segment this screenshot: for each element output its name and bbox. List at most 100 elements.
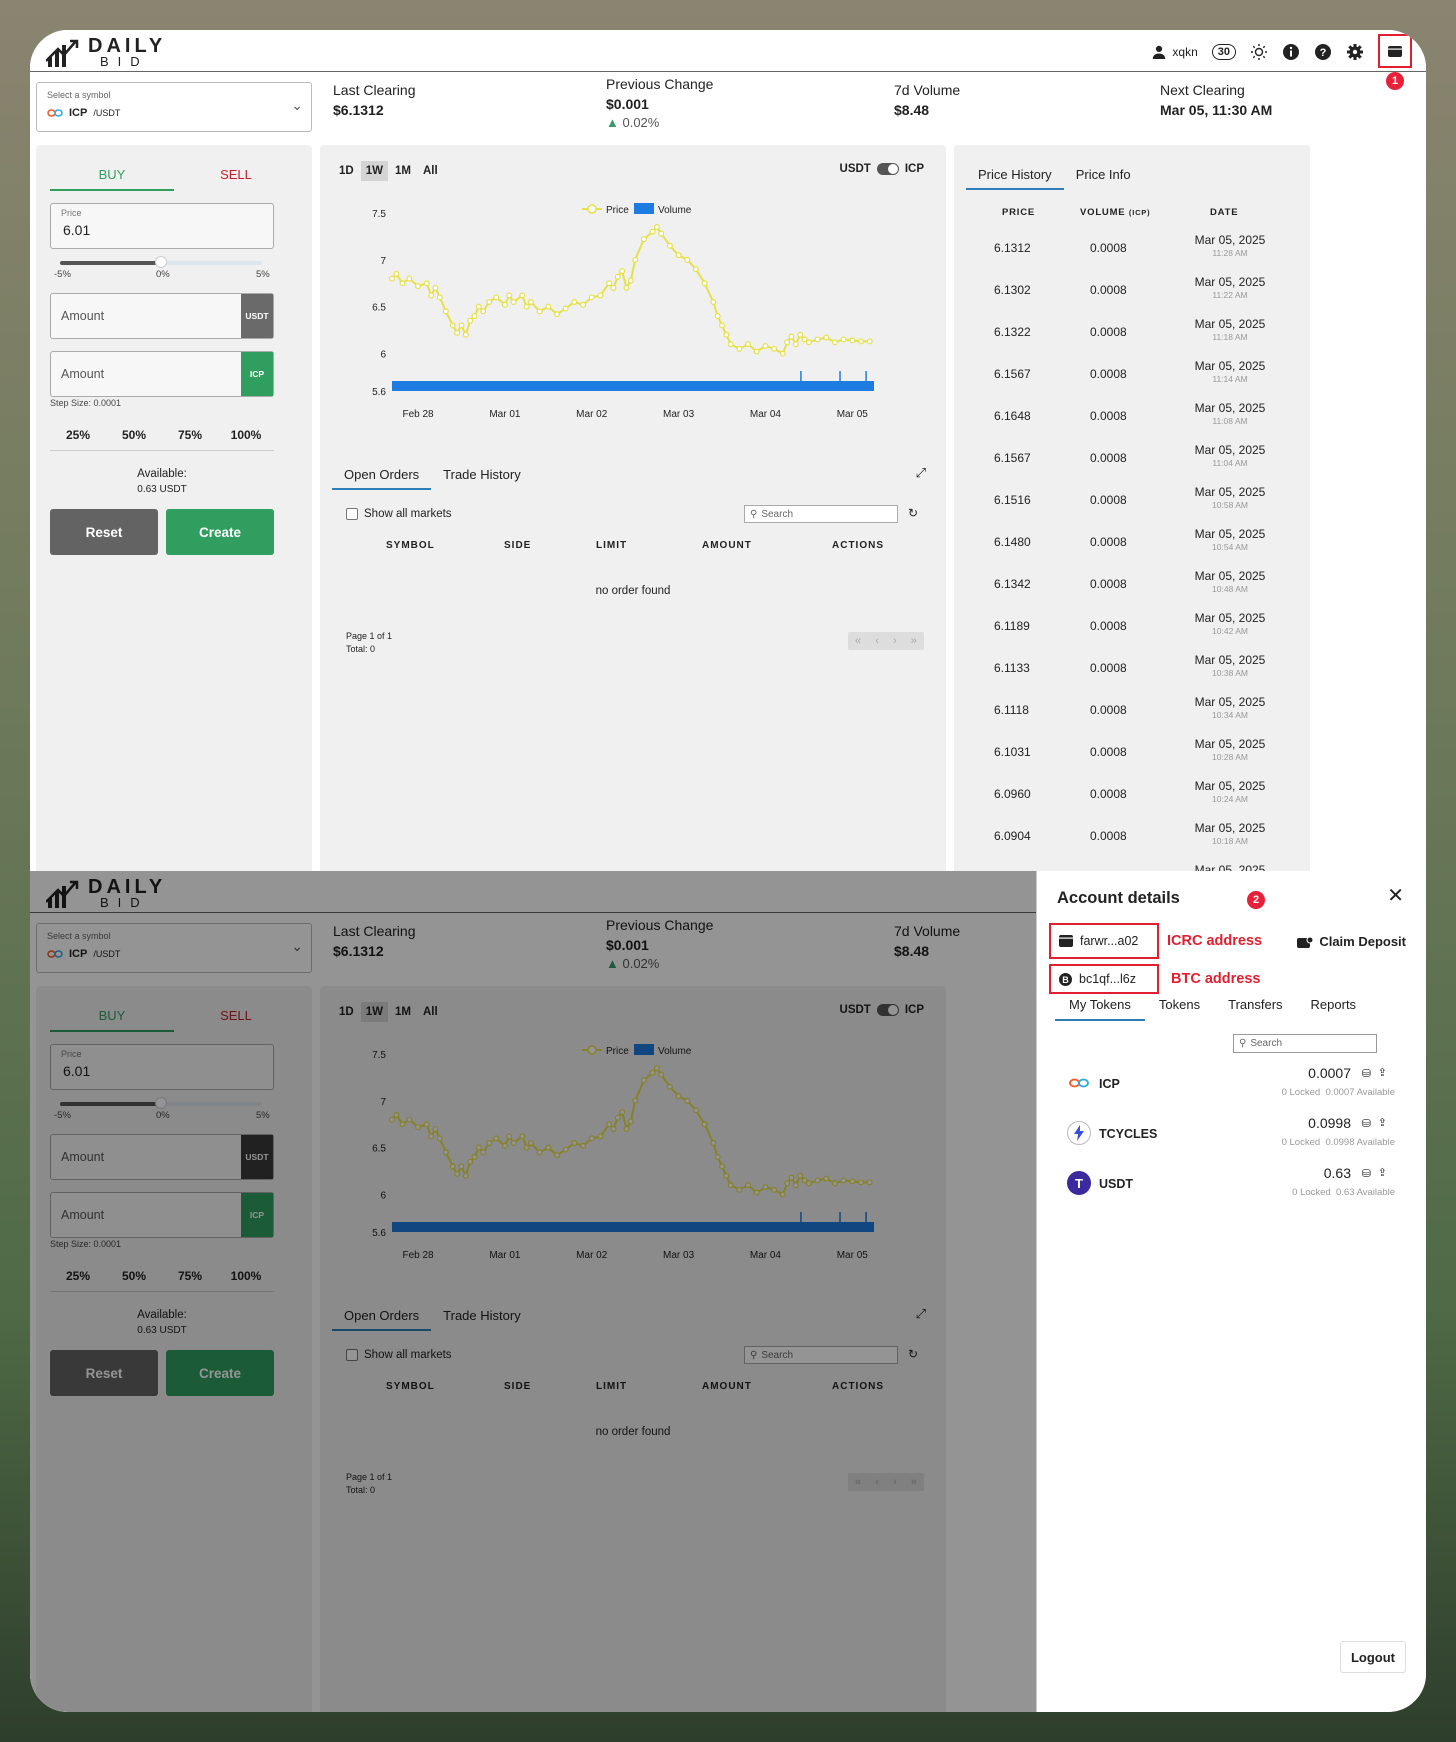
last-page-button[interactable]: » [910, 635, 917, 647]
upload-icon[interactable]: ⇪ [1377, 1117, 1387, 1129]
tab-open-orders[interactable]: Open Orders [332, 1302, 432, 1331]
pct-75-button[interactable]: 75% [177, 1269, 203, 1283]
create-button[interactable]: Create [166, 509, 274, 555]
tab-buy[interactable]: BUY [50, 1002, 174, 1032]
tab-reports[interactable]: Reports [1310, 997, 1357, 1012]
symbol-select[interactable]: Select a symbol ICP/USDT ⌄ [36, 82, 312, 132]
withdraw-icon[interactable]: ⛁ [1361, 1168, 1371, 1180]
show-all-checkbox[interactable] [346, 1349, 358, 1361]
price-slider[interactable] [60, 256, 262, 268]
show-all-markets[interactable]: Show all markets [346, 1349, 452, 1361]
tab-price-info[interactable]: Price Info [1075, 167, 1131, 182]
tab-sell[interactable]: SELL [220, 1008, 252, 1023]
reset-button[interactable]: Reset [50, 509, 158, 555]
first-page-button[interactable]: « [855, 1476, 862, 1488]
price-field[interactable]: Price 6.01 [50, 1044, 274, 1090]
withdraw-icon[interactable]: ⛁ [1361, 1118, 1371, 1130]
pct-100-button[interactable]: 100% [230, 428, 262, 442]
amount-icp-field[interactable]: Amount ICP [50, 1192, 274, 1238]
expand-icon[interactable]: ⤢ [915, 1306, 926, 1321]
sun-icon[interactable] [1250, 43, 1268, 61]
unit-icp: ICP [241, 352, 273, 396]
show-all-checkbox[interactable] [346, 508, 358, 520]
pct-50-button[interactable]: 50% [121, 1269, 147, 1283]
upload-icon[interactable]: ⇪ [1377, 1167, 1387, 1179]
range-1w[interactable]: 1W [360, 161, 388, 181]
pct-25-button[interactable]: 25% [65, 1269, 91, 1283]
show-all-markets[interactable]: Show all markets [346, 508, 452, 520]
icrc-address[interactable]: farwr...a02 [1049, 923, 1159, 959]
range-all[interactable]: All [422, 165, 438, 177]
range-1m[interactable]: 1M [394, 1006, 411, 1018]
range-1m[interactable]: 1M [394, 165, 411, 177]
token-row-usdt[interactable]: T USDT 0.63 ⛁ ⇪ 0 Locked 0.63 Available [1037, 1161, 1426, 1207]
slider-handle[interactable] [155, 1097, 167, 1109]
price-field[interactable]: Price 6.01 [50, 203, 274, 249]
tab-sell[interactable]: SELL [220, 167, 252, 182]
pct-75-button[interactable]: 75% [177, 428, 203, 442]
wallet-button[interactable] [1378, 34, 1412, 68]
price-slider[interactable] [60, 1097, 262, 1109]
legend-price-marker [587, 204, 597, 214]
last-page-button[interactable]: » [910, 1476, 917, 1488]
amount-icp-field[interactable]: Amount ICP [50, 351, 274, 397]
amount-usdt-field[interactable]: Amount USDT [50, 1134, 274, 1180]
close-icon[interactable]: ✕ [1387, 885, 1404, 907]
create-button[interactable]: Create [166, 1350, 274, 1396]
user-menu[interactable]: xqkn [1152, 45, 1198, 59]
currency-toggle[interactable]: USDT ICP [840, 1004, 924, 1016]
cycle-badge[interactable]: 30 [1211, 44, 1236, 60]
daily-bid-logo[interactable]: DAILY BID [46, 35, 176, 69]
toggle-switch[interactable] [876, 1004, 899, 1016]
tab-open-orders[interactable]: Open Orders [332, 461, 432, 490]
next-page-button[interactable]: › [893, 635, 897, 647]
orders-search-input[interactable]: ⚲ Search [744, 505, 898, 523]
prev-page-button[interactable]: ‹ [875, 635, 879, 647]
reset-button[interactable]: Reset [50, 1350, 158, 1396]
refresh-icon[interactable]: ↻ [908, 506, 919, 520]
withdraw-icon[interactable]: ⛁ [1361, 1068, 1371, 1080]
tab-trade-history[interactable]: Trade History [443, 1308, 521, 1323]
daily-bid-logo[interactable]: DAILY BID [46, 876, 176, 910]
tab-buy[interactable]: BUY [50, 161, 174, 191]
pct-100-button[interactable]: 100% [230, 1269, 262, 1283]
info-icon[interactable] [1282, 43, 1300, 61]
orders-search-input[interactable]: ⚲ Search [744, 1346, 898, 1364]
token-row-tcycles[interactable]: TCYCLES 0.0998 ⛁ ⇪ 0 Locked 0.0998 Avail… [1037, 1111, 1426, 1157]
first-page-button[interactable]: « [855, 635, 862, 647]
toggle-switch[interactable] [876, 163, 899, 175]
tab-price-history[interactable]: Price History [966, 161, 1064, 190]
claim-deposit-button[interactable]: Claim Deposit [1297, 934, 1406, 949]
upload-icon[interactable]: ⇪ [1377, 1067, 1387, 1079]
refresh-icon[interactable]: ↻ [908, 1347, 919, 1361]
help-icon[interactable]: ? [1314, 43, 1332, 61]
price-point [406, 275, 413, 282]
tab-transfers[interactable]: Transfers [1228, 997, 1283, 1012]
prev-page-button[interactable]: ‹ [875, 1476, 879, 1488]
btc-address[interactable]: B bc1qf...l6z [1049, 964, 1159, 994]
amount-usdt-field[interactable]: Amount USDT [50, 293, 274, 339]
range-1d[interactable]: 1D [339, 1006, 354, 1018]
pct-25-button[interactable]: 25% [65, 428, 91, 442]
symbol-select[interactable]: Select a symbol ICP/USDT ⌄ [36, 923, 312, 973]
symbol-value: ICP/USDT [47, 107, 120, 119]
tab-my-tokens[interactable]: My Tokens [1055, 991, 1145, 1021]
slider-handle[interactable] [155, 256, 167, 268]
range-all[interactable]: All [422, 1006, 438, 1018]
price-point [471, 1154, 478, 1161]
token-row-icp[interactable]: ICP 0.0007 ⛁ ⇪ 0 Locked 0.0007 Available [1037, 1061, 1426, 1107]
range-1d[interactable]: 1D [339, 165, 354, 177]
pct-50-button[interactable]: 50% [121, 428, 147, 442]
logout-button[interactable]: Logout [1340, 1641, 1406, 1673]
tab-trade-history[interactable]: Trade History [443, 467, 521, 482]
expand-icon[interactable]: ⤢ [915, 465, 926, 480]
range-1w[interactable]: 1W [360, 1002, 388, 1022]
gear-icon[interactable] [1346, 43, 1364, 61]
screen-account: DAILY BID Select a symbol ICP/USDT ⌄ Las… [30, 871, 1426, 1712]
next-page-button[interactable]: › [893, 1476, 897, 1488]
history-date: Mar 05, 2025 [1194, 233, 1266, 247]
tab-tokens[interactable]: Tokens [1158, 997, 1201, 1012]
history-time: 11:14 AM [1212, 374, 1248, 384]
currency-toggle[interactable]: USDT ICP [840, 163, 924, 175]
token-search-input[interactable]: ⚲ Search [1233, 1034, 1377, 1053]
